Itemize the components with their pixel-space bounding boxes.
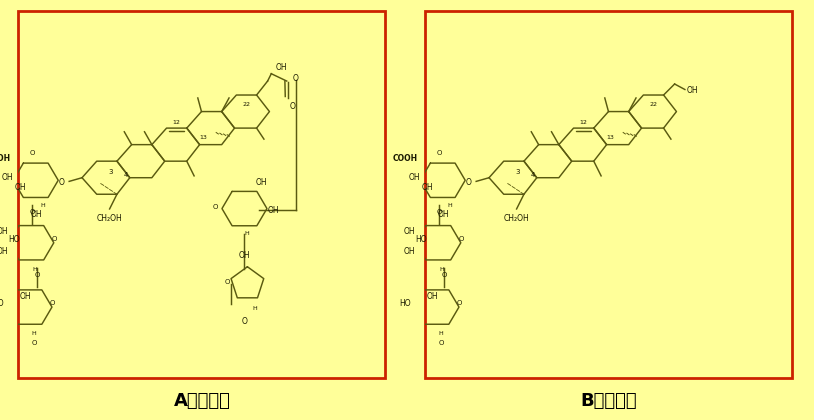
Text: O: O — [457, 300, 462, 307]
Text: 22: 22 — [243, 102, 251, 107]
Text: O: O — [458, 236, 464, 242]
Text: OH: OH — [276, 63, 287, 72]
Text: O: O — [436, 209, 442, 215]
Text: O: O — [29, 209, 35, 215]
Text: O: O — [466, 178, 471, 186]
Text: HO: HO — [399, 299, 411, 308]
Text: O: O — [29, 150, 35, 156]
Text: H: H — [252, 306, 257, 311]
Text: OH: OH — [0, 247, 8, 257]
Text: O: O — [31, 340, 37, 346]
Text: H: H — [439, 331, 444, 336]
Text: O: O — [51, 236, 57, 242]
Text: H: H — [440, 267, 444, 272]
Text: OH: OH — [409, 173, 421, 182]
Text: OH: OH — [267, 206, 279, 215]
Text: O: O — [50, 300, 55, 307]
Text: 3: 3 — [515, 169, 520, 175]
Text: 13: 13 — [606, 135, 615, 140]
Text: HO: HO — [0, 299, 4, 308]
Text: OH: OH — [31, 210, 42, 219]
Text: OH: OH — [404, 247, 415, 257]
Text: O: O — [441, 272, 447, 278]
Text: O: O — [290, 102, 295, 111]
Text: O: O — [34, 272, 40, 278]
Text: H: H — [244, 231, 248, 236]
Text: O: O — [242, 317, 247, 326]
Text: 3: 3 — [108, 169, 113, 175]
Text: 4: 4 — [531, 172, 536, 178]
Text: COOH: COOH — [0, 155, 11, 163]
Text: 12: 12 — [580, 120, 588, 125]
Text: O: O — [436, 150, 442, 156]
Text: OH: OH — [256, 178, 267, 186]
Text: OH: OH — [2, 173, 14, 182]
Text: 4: 4 — [124, 172, 129, 178]
Text: O: O — [292, 74, 298, 83]
Text: H: H — [40, 203, 45, 208]
Text: O: O — [225, 279, 230, 285]
Text: H: H — [33, 267, 37, 272]
Text: OH: OH — [20, 291, 32, 301]
Text: O: O — [212, 204, 218, 210]
Text: CH₂OH: CH₂OH — [504, 215, 529, 223]
Text: OH: OH — [438, 210, 449, 219]
Text: HO: HO — [8, 235, 20, 244]
Text: H: H — [447, 203, 452, 208]
Text: H: H — [32, 331, 37, 336]
Text: O: O — [438, 340, 444, 346]
Text: OH: OH — [239, 252, 250, 260]
Text: Aグループ: Aグループ — [173, 392, 230, 410]
Text: OH: OH — [404, 227, 415, 236]
Text: HO: HO — [415, 235, 427, 244]
Text: 22: 22 — [650, 102, 658, 107]
Text: OH: OH — [422, 183, 433, 192]
Text: Bグループ: Bグループ — [580, 392, 637, 410]
Text: O: O — [59, 178, 64, 186]
Text: COOH: COOH — [392, 155, 418, 163]
Text: OH: OH — [686, 86, 698, 95]
Text: OH: OH — [427, 291, 439, 301]
Text: OH: OH — [0, 227, 8, 236]
Text: 13: 13 — [199, 135, 208, 140]
Text: CH₂OH: CH₂OH — [97, 215, 122, 223]
Text: OH: OH — [15, 183, 26, 192]
Text: 12: 12 — [173, 120, 181, 125]
